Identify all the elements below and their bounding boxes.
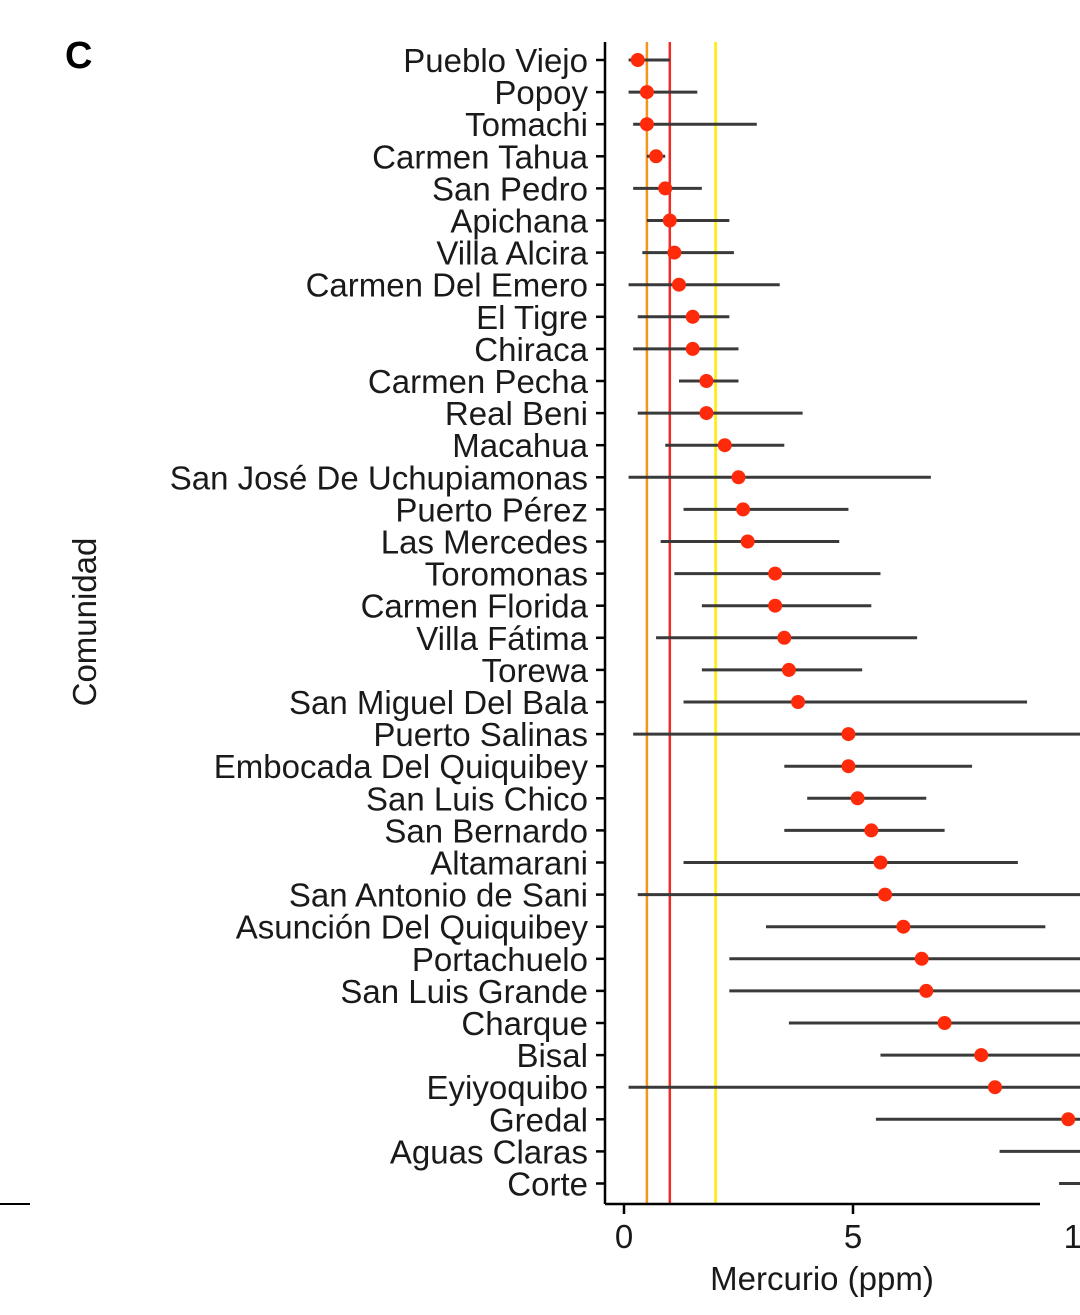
data-point <box>873 855 888 870</box>
y-tick-label: Villa Fátima <box>416 620 588 657</box>
data-point <box>667 245 682 260</box>
y-tick-label: San Luis Chico <box>366 780 588 817</box>
y-tick-label: Torewa <box>482 652 589 689</box>
x-tick-label: 5 <box>844 1218 862 1255</box>
y-tick-label: Villa Alcira <box>436 235 588 272</box>
y-tick-label: Gredal <box>489 1101 588 1138</box>
reference-lines <box>645 42 717 1204</box>
data-point <box>919 983 934 998</box>
y-tick-label: Macahua <box>452 427 588 464</box>
y-tick-label: Charque <box>461 1005 588 1042</box>
data-point <box>736 502 751 517</box>
data-point <box>685 309 700 324</box>
data-point <box>768 598 783 613</box>
y-tick-label: San Bernardo <box>384 812 588 849</box>
y-tick-label: San Pedro <box>432 170 588 207</box>
data-point <box>768 566 783 581</box>
y-tick-label: San Antonio de Sani <box>289 877 588 914</box>
y-tick-label: El Tigre <box>476 299 588 336</box>
y-tick-label: Eyiyoquibo <box>427 1069 588 1106</box>
data-point <box>740 534 755 549</box>
y-axis-ticks <box>596 58 605 1185</box>
y-tick-label: Bisal <box>516 1037 588 1074</box>
data-point <box>777 630 792 645</box>
data-point <box>841 759 856 774</box>
y-tick-label: Puerto Pérez <box>395 491 588 528</box>
y-tick-label: Popoy <box>494 74 588 111</box>
data-point <box>781 662 796 677</box>
y-tick-label: Apichana <box>450 203 588 240</box>
data-point <box>649 149 664 164</box>
error-bars <box>628 58 1080 1185</box>
data-point <box>937 1016 952 1030</box>
data-point <box>1061 1112 1076 1127</box>
y-tick-label: Aguas Claras <box>390 1133 588 1170</box>
y-tick-label: Portachuelo <box>412 941 588 978</box>
data-point <box>974 1048 989 1063</box>
data-point <box>699 374 714 388</box>
data-point <box>671 277 686 292</box>
y-tick-label: Las Mercedes <box>381 524 588 561</box>
y-tick-label: San Luis Grande <box>340 973 588 1010</box>
data-point <box>896 919 911 934</box>
x-axis-title: Mercurio (ppm) <box>710 1260 934 1297</box>
x-tick-label: 0 <box>615 1218 633 1255</box>
y-tick-label: San Miguel Del Bala <box>289 684 589 721</box>
y-tick-label: Toromonas <box>425 556 588 593</box>
y-tick-label: San José De Uchupiamonas <box>170 459 588 496</box>
data-point <box>658 181 673 196</box>
y-tick-label: Carmen Del Emero <box>306 267 588 304</box>
panel-label: C <box>65 35 92 77</box>
y-tick-label: Embocada Del Quiquibey <box>214 748 589 785</box>
data-point <box>662 213 677 228</box>
data-point <box>731 470 746 485</box>
data-point <box>987 1080 1002 1095</box>
data-point <box>850 791 865 806</box>
y-axis-title: Comunidad <box>66 538 103 707</box>
y-tick-label: Asunción Del Quiquibey <box>236 909 589 946</box>
x-axis-ticks: 051015 <box>615 1204 1080 1255</box>
data-point <box>685 341 700 356</box>
y-tick-label: Pueblo Viejo <box>403 42 588 79</box>
y-tick-label: Real Beni <box>445 395 588 432</box>
y-tick-label: Corte <box>507 1166 588 1203</box>
y-tick-label: Tomachi <box>465 106 588 143</box>
data-point <box>639 85 654 100</box>
y-tick-label: Chiraca <box>474 331 588 368</box>
data-point <box>639 117 654 132</box>
data-points <box>630 53 1076 1127</box>
y-tick-label: Carmen Florida <box>361 588 589 625</box>
data-point <box>699 406 714 421</box>
data-point <box>791 695 806 709</box>
data-point <box>878 887 893 902</box>
y-tick-label: Carmen Pecha <box>368 363 589 400</box>
x-tick-label: 10 <box>1064 1218 1080 1255</box>
data-point <box>717 438 732 453</box>
data-point <box>864 823 879 838</box>
y-tick-label: Altamarani <box>430 845 588 882</box>
data-point <box>630 53 645 67</box>
y-tick-label: Carmen Tahua <box>372 138 589 175</box>
data-point <box>914 951 929 966</box>
data-point <box>841 727 856 742</box>
y-tick-label: Puerto Salinas <box>373 716 588 753</box>
